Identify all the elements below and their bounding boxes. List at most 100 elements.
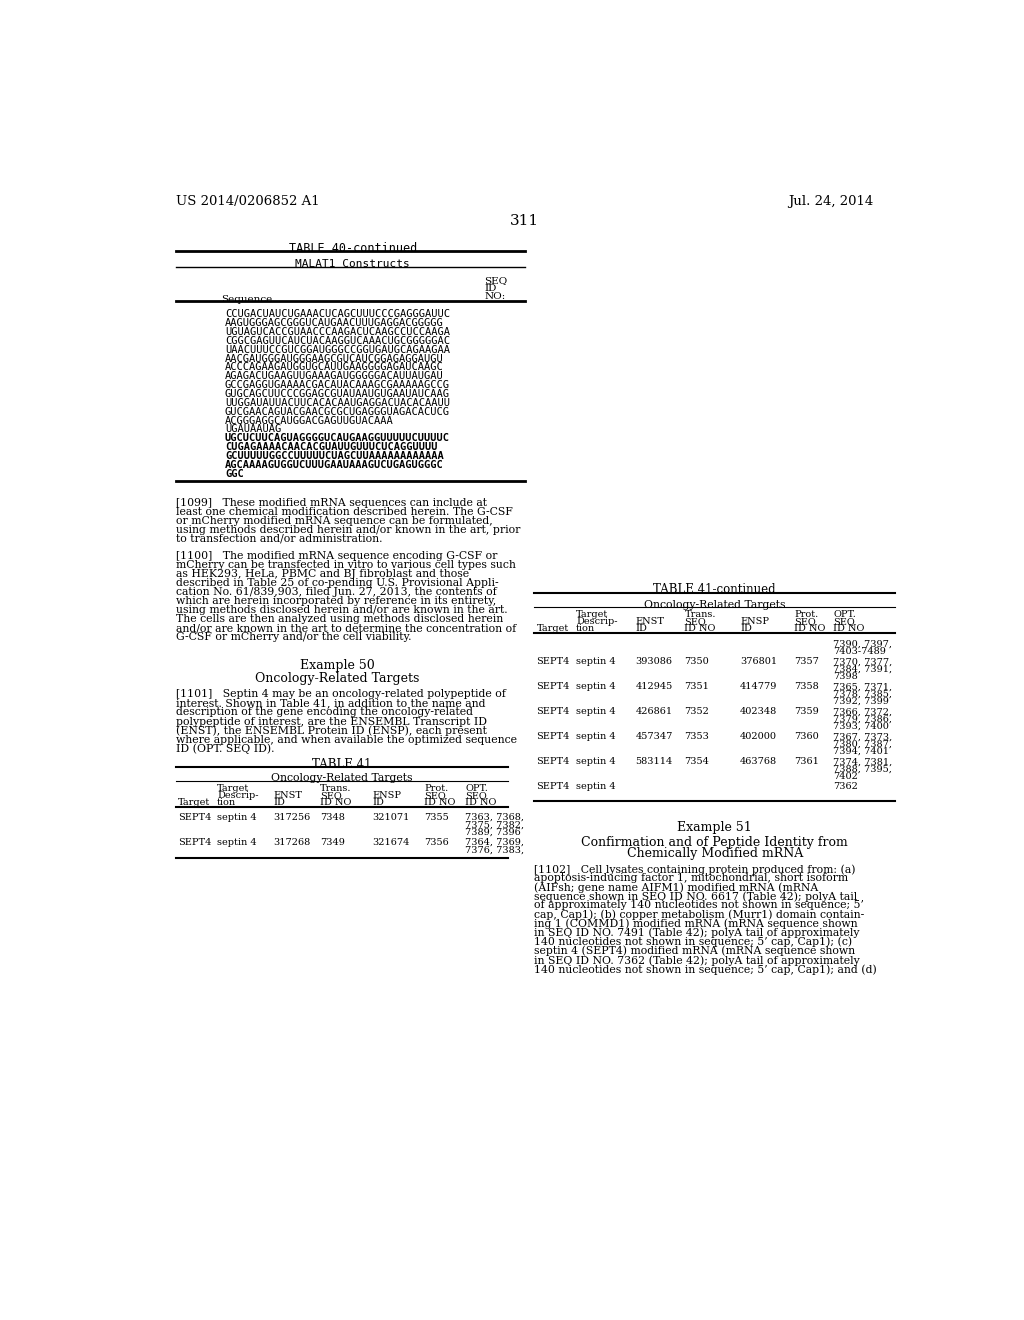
Text: Sequence: Sequence <box>221 294 272 304</box>
Text: SEPT4: SEPT4 <box>178 813 212 822</box>
Text: in SEQ ID NO. 7491 (Table 42); polyA tail of approximately: in SEQ ID NO. 7491 (Table 42); polyA tai… <box>535 928 859 939</box>
Text: ID: ID <box>372 797 384 807</box>
Text: SEQ: SEQ <box>795 618 816 626</box>
Text: [1101]   Septin 4 may be an oncology-related polypeptide of: [1101] Septin 4 may be an oncology-relat… <box>176 689 506 700</box>
Text: septin 4: septin 4 <box>575 758 615 767</box>
Text: Target: Target <box>178 797 211 807</box>
Text: Oncology-Related Targets: Oncology-Related Targets <box>644 599 785 610</box>
Text: 7364, 7369,: 7364, 7369, <box>465 838 524 847</box>
Text: septin 4: septin 4 <box>575 733 615 742</box>
Text: 463768: 463768 <box>740 758 777 767</box>
Text: AGCAAAAGUGGUCUUUGAAUAAAGUCUGAGUGGGC: AGCAAAAGUGGUCUUUGAAUAAAGUCUGAGUGGGC <box>225 459 443 470</box>
Text: using methods disclosed herein and/or are known in the art.: using methods disclosed herein and/or ar… <box>176 606 508 615</box>
Text: GCUUUUUGGCCUUUUUCUAGCUUAAAAAAAAAAAA: GCUUUUUGGCCUUUUUCUAGCUUAAAAAAAAAAAA <box>225 451 443 461</box>
Text: 311: 311 <box>510 214 540 228</box>
Text: 7362: 7362 <box>834 783 858 792</box>
Text: AACGAUGGGAUGGGAAGCGUCAUCGGAGAGGAUGU: AACGAUGGGAUGGGAAGCGUCAUCGGAGAGGAUGU <box>225 354 443 363</box>
Text: 7384, 7391,: 7384, 7391, <box>834 665 892 673</box>
Text: cap, Cap1); (b) copper metabolism (Murr1) domain contain-: cap, Cap1); (b) copper metabolism (Murr1… <box>535 909 864 920</box>
Text: 7379, 7386,: 7379, 7386, <box>834 714 892 723</box>
Text: ENST: ENST <box>636 618 665 626</box>
Text: 376801: 376801 <box>740 657 777 667</box>
Text: septin 4: septin 4 <box>217 813 257 822</box>
Text: UGUAGUCACCGUAACCCAAGACUCAAGCCUCCAAGA: UGUAGUCACCGUAACCCAAGACUCAAGCCUCCAAGA <box>225 327 450 337</box>
Text: as HEK293, HeLa, PBMC and BJ fibroblast and those: as HEK293, HeLa, PBMC and BJ fibroblast … <box>176 569 469 579</box>
Text: 457347: 457347 <box>636 733 673 742</box>
Text: 7356: 7356 <box>424 838 449 847</box>
Text: Chemically Modified mRNA: Chemically Modified mRNA <box>627 847 803 861</box>
Text: SEPT4: SEPT4 <box>537 733 569 742</box>
Text: 7359: 7359 <box>795 708 819 717</box>
Text: ENSP: ENSP <box>740 618 769 626</box>
Text: Trans.: Trans. <box>684 610 716 619</box>
Text: SEQ: SEQ <box>834 618 855 626</box>
Text: Example 51: Example 51 <box>677 821 752 834</box>
Text: 7389, 7396: 7389, 7396 <box>465 828 521 837</box>
Text: TABLE 40-continued: TABLE 40-continued <box>289 242 417 255</box>
Text: ENST: ENST <box>273 791 303 800</box>
Text: or mCherry modified mRNA sequence can be formulated,: or mCherry modified mRNA sequence can be… <box>176 516 493 525</box>
Text: 7353: 7353 <box>684 733 710 742</box>
Text: Target: Target <box>217 784 250 793</box>
Text: 7349: 7349 <box>321 838 345 847</box>
Text: TABLE 41: TABLE 41 <box>312 758 372 771</box>
Text: 7398: 7398 <box>834 672 858 681</box>
Text: Target: Target <box>537 624 568 634</box>
Text: SEQ: SEQ <box>684 618 707 626</box>
Text: Descrip-: Descrip- <box>575 618 617 626</box>
Text: 7360: 7360 <box>795 733 819 742</box>
Text: 7357: 7357 <box>795 657 819 667</box>
Text: TABLE 41-continued: TABLE 41-continued <box>653 582 776 595</box>
Text: interest. Shown in Table 41, in addition to the name and: interest. Shown in Table 41, in addition… <box>176 698 485 709</box>
Text: GUGCAGCUUCCCGGAGCGUAUAAUGUGAAUAUCAAG: GUGCAGCUUCCCGGAGCGUAUAAUGUGAAUAUCAAG <box>225 389 450 399</box>
Text: SEPT4: SEPT4 <box>178 838 212 847</box>
Text: ID NO: ID NO <box>684 624 716 634</box>
Text: Example 50: Example 50 <box>300 659 375 672</box>
Text: where applicable, and when available the optimized sequence: where applicable, and when available the… <box>176 735 517 744</box>
Text: Jul. 24, 2014: Jul. 24, 2014 <box>788 195 873 209</box>
Text: 7363, 7368,: 7363, 7368, <box>465 813 524 822</box>
Text: 140 nucleotides not shown in sequence; 5’ cap, Cap1); (c): 140 nucleotides not shown in sequence; 5… <box>535 937 852 948</box>
Text: 7351: 7351 <box>684 682 710 692</box>
Text: 7392, 7399: 7392, 7399 <box>834 697 889 706</box>
Text: septin 4: septin 4 <box>575 708 615 717</box>
Text: NO:: NO: <box>484 292 506 301</box>
Text: Target: Target <box>575 610 608 619</box>
Text: ID: ID <box>484 284 497 293</box>
Text: 7365, 7371,: 7365, 7371, <box>834 682 892 692</box>
Text: cation No. 61/839,903, filed Jun. 27, 2013, the contents of: cation No. 61/839,903, filed Jun. 27, 20… <box>176 587 497 597</box>
Text: US 2014/0206852 A1: US 2014/0206852 A1 <box>176 195 319 209</box>
Text: description of the gene encoding the oncology-related: description of the gene encoding the onc… <box>176 708 473 718</box>
Text: 321071: 321071 <box>372 813 410 822</box>
Text: OPT.: OPT. <box>465 784 488 793</box>
Text: OPT.: OPT. <box>834 610 856 619</box>
Text: 140 nucleotides not shown in sequence; 5’ cap, Cap1); and (d): 140 nucleotides not shown in sequence; 5… <box>535 964 877 974</box>
Text: 412945: 412945 <box>636 682 673 692</box>
Text: CGGCGAGUUCAUCUACAAGGUCAAACUGCGGGGGAC: CGGCGAGUUCAUCUACAAGGUCAAACUGCGGGGGAC <box>225 335 450 346</box>
Text: 7375, 7382,: 7375, 7382, <box>465 820 524 829</box>
Text: and/or are known in the art to determine the concentration of: and/or are known in the art to determine… <box>176 623 516 634</box>
Text: 7366, 7372,: 7366, 7372, <box>834 708 892 717</box>
Text: SEQ: SEQ <box>465 791 486 800</box>
Text: Descrip-: Descrip- <box>217 791 259 800</box>
Text: polypeptide of interest, are the ENSEMBL Transcript ID: polypeptide of interest, are the ENSEMBL… <box>176 717 487 726</box>
Text: ing 1 (COMMD1) modified mRNA (mRNA sequence shown: ing 1 (COMMD1) modified mRNA (mRNA seque… <box>535 919 858 929</box>
Text: ID (OPT. SEQ ID).: ID (OPT. SEQ ID). <box>176 744 274 755</box>
Text: UAACUUUCCGUCGGAUGGGCCGGUGAUGCAGAAGAA: UAACUUUCCGUCGGAUGGGCCGGUGAUGCAGAAGAA <box>225 345 450 355</box>
Text: 7370, 7377,: 7370, 7377, <box>834 657 893 667</box>
Text: ID NO: ID NO <box>465 797 497 807</box>
Text: ID NO: ID NO <box>321 797 351 807</box>
Text: 317268: 317268 <box>273 838 311 847</box>
Text: 7350: 7350 <box>684 657 710 667</box>
Text: 7367, 7373,: 7367, 7373, <box>834 733 893 742</box>
Text: to transfection and/or administration.: to transfection and/or administration. <box>176 533 383 544</box>
Text: [1102]   Cell lysates containing protein produced from: (a): [1102] Cell lysates containing protein p… <box>535 865 856 875</box>
Text: in SEQ ID NO. 7362 (Table 42); polyA tail of approximately: in SEQ ID NO. 7362 (Table 42); polyA tai… <box>535 954 860 965</box>
Text: 321674: 321674 <box>372 838 410 847</box>
Text: GUCGAACAGUACGAACGCGCUGAGGGUAGACACUCG: GUCGAACAGUACGAACGCGCUGAGGGUAGACACUCG <box>225 407 450 417</box>
Text: 7403-7489: 7403-7489 <box>834 647 886 656</box>
Text: UGCUCUUCAGUAGGGGUCAUGAAGGUUUUUCUUUUC: UGCUCUUCAGUAGGGGUCAUGAAGGUUUUUCUUUUC <box>225 433 450 444</box>
Text: ID: ID <box>273 797 286 807</box>
Text: ACCCAGAAGAUGGUGCAUUGAAGGGGAGAUCAAGC: ACCCAGAAGAUGGUGCAUUGAAGGGGAGAUCAAGC <box>225 363 443 372</box>
Text: 7380, 7387,: 7380, 7387, <box>834 739 892 748</box>
